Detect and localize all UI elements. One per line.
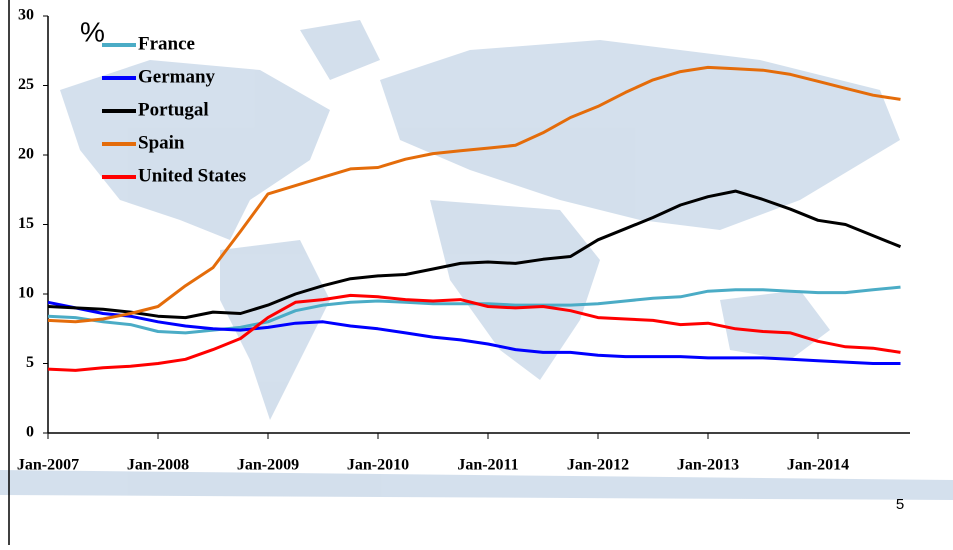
map-background [0,20,953,500]
y-tick-label: 25 [18,76,34,93]
series-line [47,189,902,320]
x-tick-label: Jan-2012 [567,457,629,474]
y-tick-label: 0 [26,424,34,441]
y-tick-label: 10 [18,285,34,302]
legend-label: Spain [138,132,185,153]
legend-label: France [138,33,195,54]
page-number: 5 [896,496,904,513]
x-tick-label: Jan-2011 [457,457,518,474]
legend-label: Portugal [138,99,209,120]
legend-label: United States [138,165,246,186]
x-tick-label: Jan-2010 [347,457,409,474]
x-tick-label: Jan-2007 [17,457,79,474]
y-tick-label: 20 [18,146,34,163]
series-line [47,293,901,372]
y-tick-label: 30 [18,7,34,24]
series-line [47,65,901,324]
series-line [47,300,901,365]
y-tick-label: 15 [18,215,34,232]
y-unit: % [80,16,105,47]
legend-label: Germany [138,66,216,87]
x-tick-label: Jan-2014 [787,457,849,474]
x-tick-label: Jan-2008 [127,457,189,474]
y-tick-label: 5 [26,354,34,371]
x-tick-label: Jan-2013 [677,457,739,474]
x-tick-label: Jan-2009 [237,457,299,474]
